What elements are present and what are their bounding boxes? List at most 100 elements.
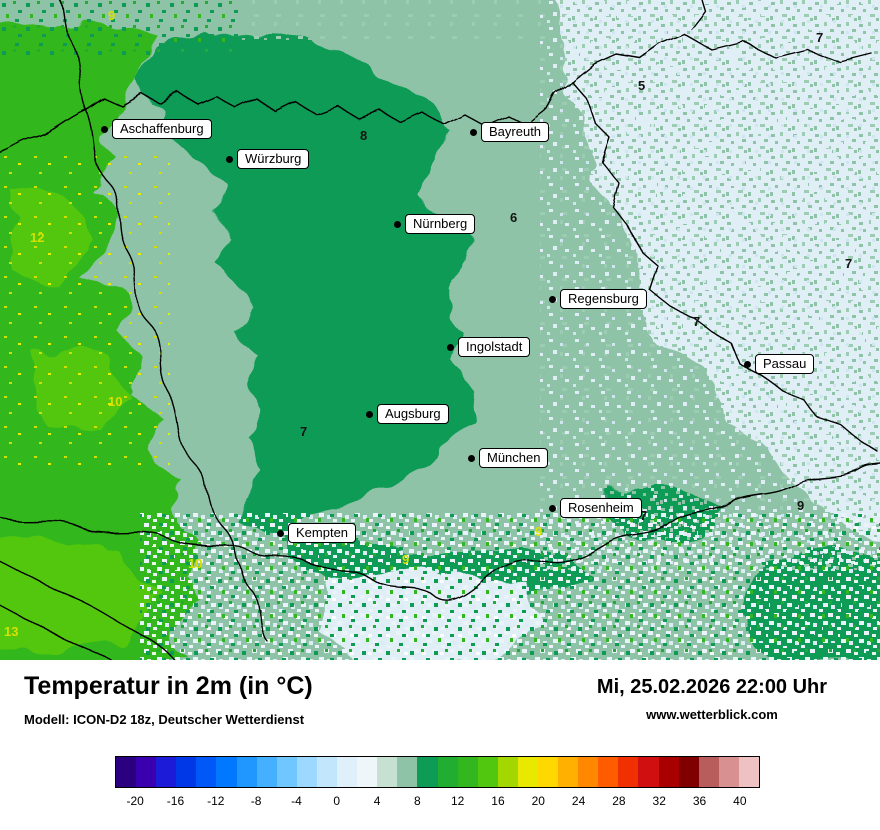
speckle-green-alps (140, 512, 880, 660)
temp-value: 10 (108, 394, 123, 409)
colorbar-segment (417, 757, 438, 787)
border-austria-inner-2 (0, 604, 112, 660)
city-marker-wuerzburg: Würzburg (226, 149, 310, 169)
city-dot-icon (468, 454, 475, 462)
colorbar-tick: -8 (250, 794, 262, 808)
colorbar-segment (316, 757, 338, 787)
colorbar-tick: 20 (531, 794, 545, 808)
temp-value: 7 (693, 314, 701, 329)
city-label: Passau (755, 354, 815, 374)
speckle-green-north (0, 0, 240, 55)
forecast-datetime: Mi, 25.02.2026 22:00 Uhr (596, 676, 828, 698)
colorbar-segment (537, 757, 559, 787)
speckle-yellow-west (0, 150, 170, 470)
colorbar-segment (477, 757, 498, 787)
city-label: Bayreuth (481, 122, 550, 142)
colorbar-segment (558, 757, 579, 787)
city-marker-regensburg: Regensburg (549, 289, 647, 309)
border-austria-inner-1 (0, 560, 176, 660)
colorbar-segment (738, 757, 759, 787)
colorbar-segment (658, 757, 679, 787)
border-northeast-2 (683, 33, 873, 63)
border-northwest (59, 0, 87, 111)
colorbar-segment (196, 757, 217, 787)
colorbar-tick: 8 (414, 794, 421, 808)
colorbar-segment (698, 757, 719, 787)
border-north-northeast (85, 81, 879, 453)
city-label: Kempten (288, 523, 357, 543)
city-label: Aschaffenburg (112, 119, 212, 139)
city-label: Ingolstadt (458, 337, 531, 357)
city-label: München (479, 448, 549, 468)
city-marker-passau: Passau (744, 354, 815, 374)
colorbar-segment (618, 757, 639, 787)
colorbar-segment (276, 757, 297, 787)
temperature-colorbar (115, 756, 760, 788)
city-label: Würzburg (237, 149, 310, 169)
city-marker-kempten: Kempten (277, 523, 357, 543)
colorbar-segment (116, 757, 137, 787)
colorbar-segment (678, 757, 699, 787)
city-label: Regensburg (560, 289, 647, 309)
page-title: Temperatur in 2m (in °C) (24, 672, 313, 700)
website-url: www.wetterblick.com (646, 707, 778, 722)
colorbar-segment (296, 757, 317, 787)
colorbar-segment (136, 757, 157, 787)
city-dot-icon (744, 360, 751, 368)
city-marker-nuernberg: Nürnberg (394, 214, 476, 234)
city-dot-icon (101, 125, 108, 133)
temp-value: 7 (640, 508, 648, 523)
colorbar-segment (437, 757, 458, 787)
colorbar-tick: 36 (692, 794, 707, 808)
border-south-austria (0, 462, 880, 602)
colorbar-segment (357, 757, 378, 787)
colorbar-tick: 0 (333, 794, 341, 808)
colorbar-segment (176, 757, 197, 787)
border-northeast-3 (691, 0, 707, 31)
speckle-pale-east (540, 0, 880, 570)
city-dot-icon (394, 220, 401, 228)
temp-value: 7 (845, 256, 853, 271)
temp-value: 5 (638, 78, 646, 93)
city-marker-augsburg: Augsburg (366, 404, 449, 424)
city-marker-ingolstadt: Ingolstadt (447, 337, 531, 357)
city-marker-rosenheim: Rosenheim (549, 498, 642, 518)
city-dot-icon (549, 295, 556, 303)
colorbar-segment (457, 757, 478, 787)
city-dot-icon (277, 529, 284, 537)
colorbar-tick: 4 (373, 794, 381, 808)
state-borders (0, 0, 880, 660)
city-marker-muenchen: München (468, 448, 549, 468)
colorbar-tick: -20 (126, 794, 144, 808)
temp-value: 8 (360, 128, 368, 143)
colorbar-segment (337, 757, 358, 787)
city-label: Nürnberg (405, 214, 476, 234)
temp-value: 6 (510, 210, 518, 225)
colorbar-tick: -16 (166, 794, 185, 808)
temp-value: 7 (816, 30, 824, 45)
city-dot-icon (366, 410, 373, 418)
city-dot-icon (470, 128, 477, 136)
colorbar-segment (377, 757, 398, 787)
colorbar-tick: 24 (571, 794, 586, 808)
colorbar-tick: 32 (652, 794, 666, 808)
border-west (85, 109, 269, 643)
colorbar-tick: 28 (612, 794, 626, 808)
colorbar-segment (598, 757, 619, 787)
temp-value: 9 (402, 552, 410, 567)
map-footer: Temperatur in 2m (in °C) Modell: ICON-D2… (0, 660, 880, 830)
city-marker-bayreuth: Bayreuth (470, 122, 550, 142)
map-canvas (0, 0, 880, 660)
city-label: Rosenheim (560, 498, 642, 518)
colorbar-tick: -4 (291, 794, 302, 808)
temp-value: 9 (797, 498, 805, 513)
city-dot-icon (447, 343, 454, 351)
city-label: Augsburg (377, 404, 449, 424)
temp-value: 10 (188, 556, 203, 571)
model-info: Modell: ICON-D2 18z, Deutscher Wetterdie… (24, 712, 305, 727)
temp-value: 12 (30, 230, 45, 245)
city-dot-icon (549, 504, 556, 512)
colorbar-segment (638, 757, 659, 787)
city-dot-icon (226, 155, 233, 163)
